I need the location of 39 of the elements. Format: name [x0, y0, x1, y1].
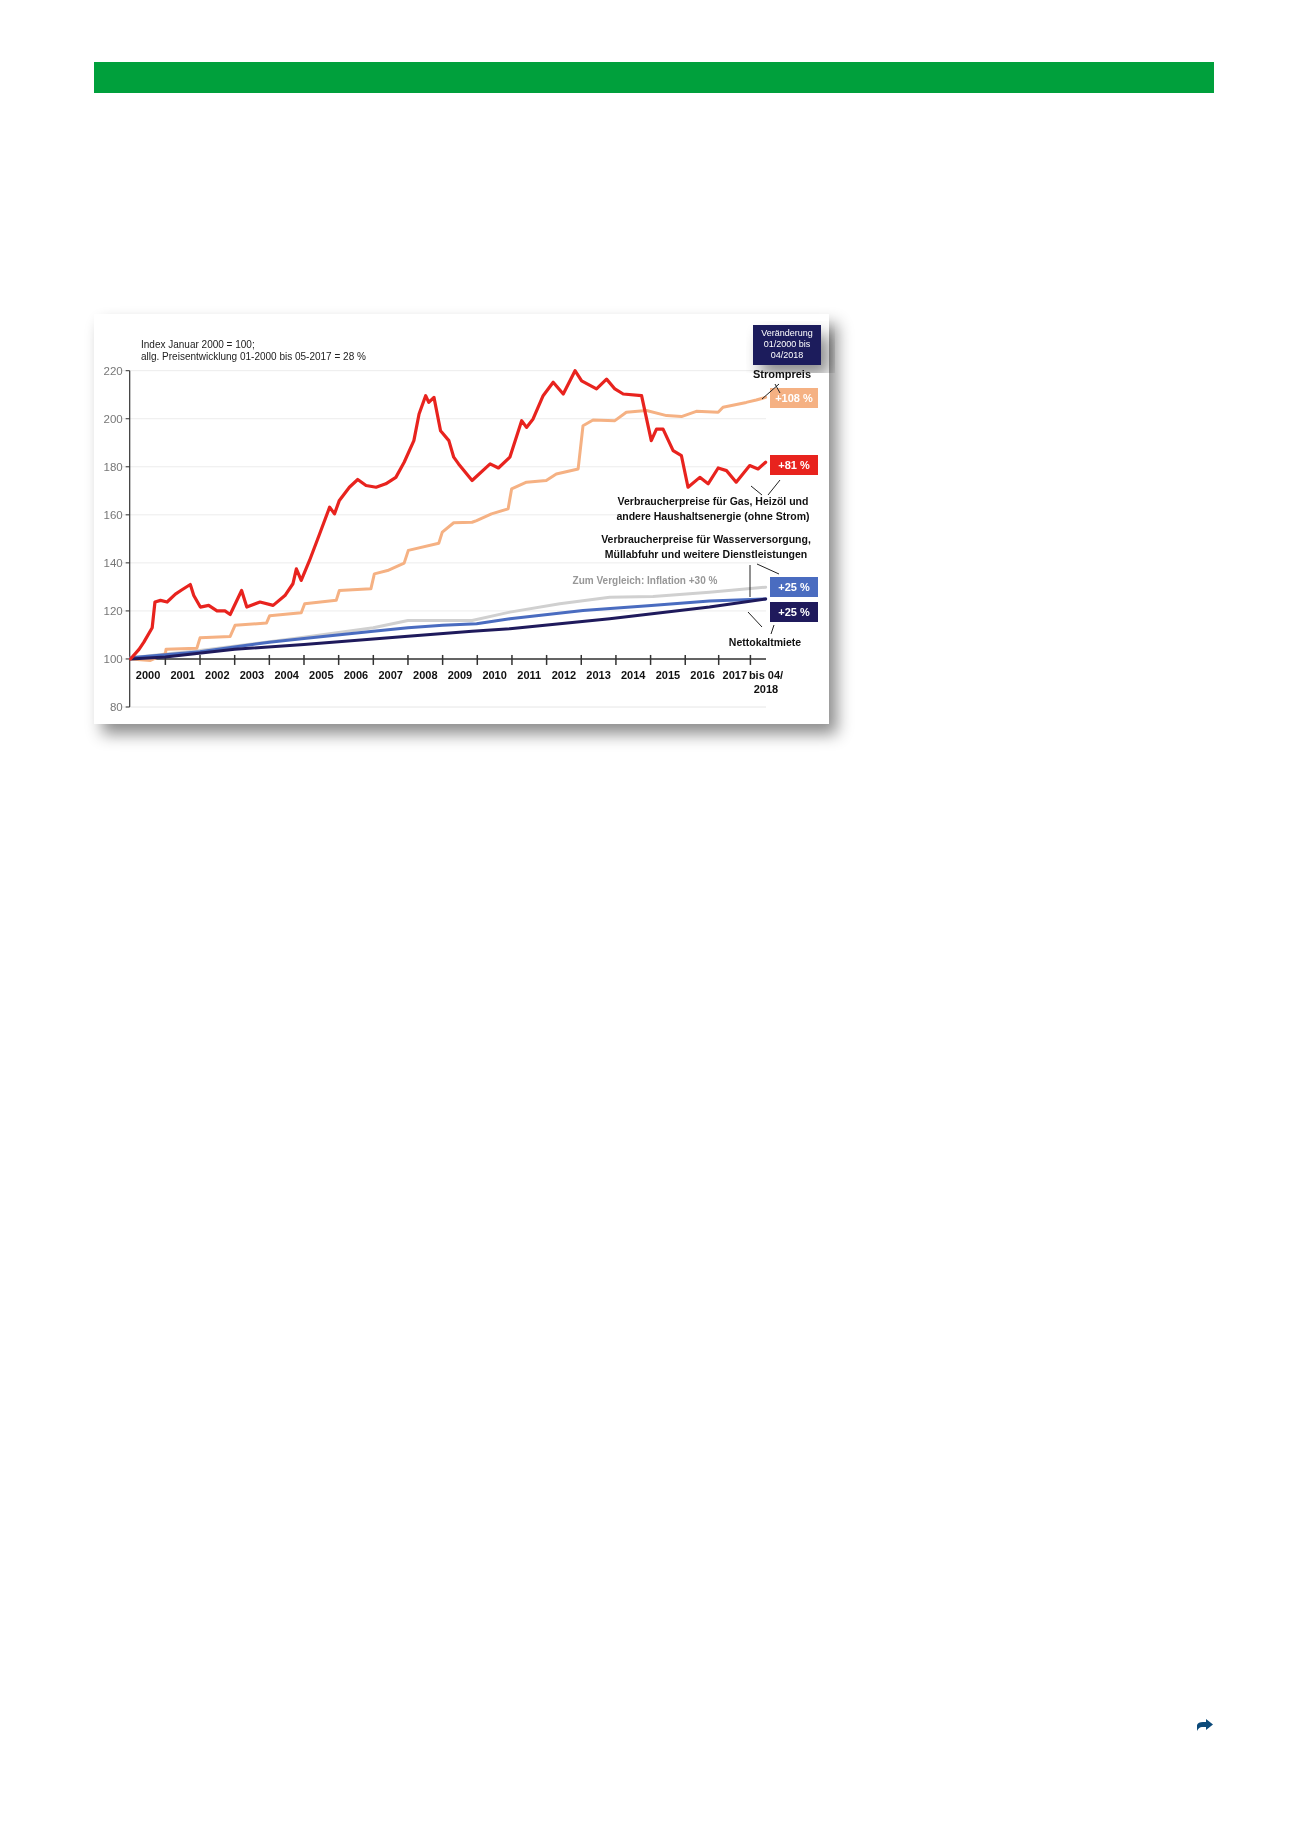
x-tick-label: 2006	[343, 668, 369, 681]
y-tick-label: 120	[103, 604, 123, 617]
text: Index Januar 2000 = 100;	[141, 339, 255, 350]
series-label: Zum Vergleich: Inflation +30 %	[572, 575, 718, 586]
y-tick-label: 100	[103, 652, 123, 665]
text: +25 %	[778, 580, 810, 593]
y-tick-label: 180	[103, 460, 123, 473]
x-tick-label: 2015	[655, 668, 681, 681]
x-tick-label: 2002	[205, 668, 230, 681]
x-tick-label: 2012	[551, 668, 577, 681]
text: +81 %	[778, 458, 810, 471]
x-tick-label: 2014	[621, 668, 647, 681]
y-tick-label: 220	[103, 364, 123, 377]
text: Nettokaltmiete	[728, 636, 802, 648]
x-tick-label: 2010	[482, 668, 507, 681]
x-tick-label: 2004	[274, 668, 300, 681]
x-tick-label: 2016	[690, 668, 715, 681]
y-tick-label: 200	[103, 412, 123, 425]
x-tick-label: 2017	[722, 668, 748, 681]
x-tick-label: 2003	[239, 668, 265, 681]
x-tick-label: 2008	[413, 668, 438, 681]
x-tick-label: 2013	[586, 668, 611, 681]
x-tick-label: 2007	[378, 668, 403, 681]
y-tick-label: 80	[109, 701, 123, 714]
y-tick-label: 160	[103, 508, 123, 521]
text: Verbraucherpreise für Wasserversorgung, Müllabfuhr und weitere Dienstleistungen	[601, 533, 811, 560]
text: allg. Preisentwicklung 01-2000 bis 05-2017 = 28 %	[141, 351, 366, 362]
text: Verbraucherpreise für Gas, Heizöl und andere Haushaltsenergie (ohne Strom)	[616, 495, 810, 522]
x-tick-label: 2001	[170, 668, 195, 681]
text: +25 %	[778, 605, 810, 618]
x-tick-label: 2005	[309, 668, 334, 681]
x-tick-label: 2009	[447, 668, 473, 681]
text: Veränderung 01/2000 bis 04/2018	[761, 328, 813, 360]
x-tick-label: 2011	[517, 668, 542, 681]
x-tick-label: bis 04/2018	[748, 668, 784, 695]
y-tick-label: 140	[103, 556, 123, 569]
series-label: Strompreis	[752, 368, 812, 380]
x-tick-label: 2000	[135, 668, 161, 681]
text: +108 %	[775, 391, 814, 404]
